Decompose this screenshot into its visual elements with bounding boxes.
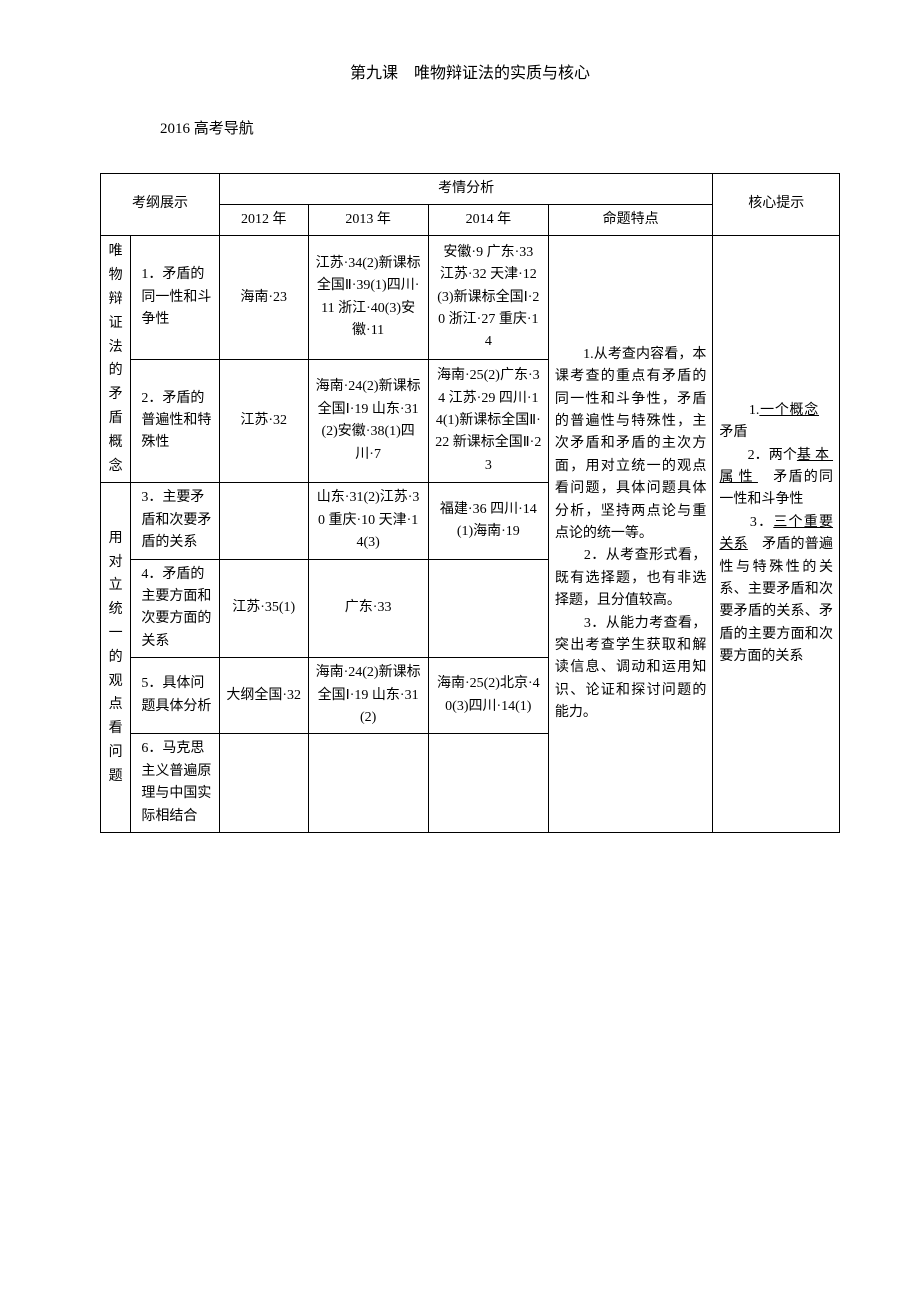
tip-1-pre: 1. xyxy=(719,403,759,418)
topic-cell: 5．具体问题具体分析 xyxy=(131,658,220,734)
cell-2014 xyxy=(428,559,548,658)
cell-2014 xyxy=(428,734,548,833)
subtitle: 2016 高考导航 xyxy=(100,117,840,143)
section-a-label: 唯物辩证法的矛盾概念 xyxy=(101,236,131,483)
cell-2012: 海南·23 xyxy=(219,236,308,359)
topic-cell: 2．矛盾的普遍性和特殊性 xyxy=(131,359,220,482)
exam-table: 考纲展示 考情分析 核心提示 2012 年 2013 年 2014 年 命题特点… xyxy=(100,173,840,833)
cell-2012: 大纲全国·32 xyxy=(219,658,308,734)
section-b-label: 用对立统一的观点看问题 xyxy=(101,483,131,832)
cell-2012 xyxy=(219,734,308,833)
tip-1-underline: 一个概念 xyxy=(759,403,819,418)
features-cell: 1.从考查内容看，本课考查的重点有矛盾的同一性和斗争性，矛盾的普遍性与特殊性，主… xyxy=(548,236,713,832)
page-title: 第九课 唯物辩证法的实质与核心 xyxy=(100,60,840,87)
topic-cell: 3．主要矛盾和次要矛盾的关系 xyxy=(131,483,220,559)
cell-2013: 江苏·34(2)新课标全国Ⅱ·39(1)四川·11 浙江·40(3)安徽·11 xyxy=(308,236,428,359)
header-tips: 核心提示 xyxy=(713,173,840,236)
cell-2013: 海南·24(2)新课标全国Ⅰ·19 山东·31(2) xyxy=(308,658,428,734)
tip-3-post: 矛盾的普遍性与特殊性的关系、主要矛盾和次要矛盾的关系、矛盾的主要方面和次要方面的… xyxy=(719,537,833,664)
cell-2012: 江苏·32 xyxy=(219,359,308,482)
header-2014: 2014 年 xyxy=(428,205,548,236)
header-outline: 考纲展示 xyxy=(101,173,220,236)
tip-3-pre: 3． xyxy=(719,515,773,530)
cell-2013: 广东·33 xyxy=(308,559,428,658)
cell-2013: 山东·31(2)江苏·30 重庆·10 天津·14(3) xyxy=(308,483,428,559)
cell-2014: 海南·25(2)北京·40(3)四川·14(1) xyxy=(428,658,548,734)
cell-2012 xyxy=(219,483,308,559)
topic-cell: 6．马克思主义普遍原理与中国实际相结合 xyxy=(131,734,220,833)
cell-2014: 安徽·9 广东·33 江苏·32 天津·12(3)新课标全国Ⅰ·20 浙江·27… xyxy=(428,236,548,359)
cell-2014: 海南·25(2)广东·34 江苏·29 四川·14(1)新课标全国Ⅱ·22 新课… xyxy=(428,359,548,482)
cell-2013 xyxy=(308,734,428,833)
header-features: 命题特点 xyxy=(548,205,713,236)
tips-cell: 1.一个概念 矛盾 2．两个基本属性 矛盾的同一性和斗争性 3．三个重要关系 矛… xyxy=(713,236,840,832)
header-analysis: 考情分析 xyxy=(219,173,712,204)
cell-2012: 江苏·35(1) xyxy=(219,559,308,658)
cell-2013: 海南·24(2)新课标全国Ⅰ·19 山东·31(2)安徽·38(1)四川·7 xyxy=(308,359,428,482)
tip-2-pre: 2．两个 xyxy=(719,448,797,463)
cell-2014: 福建·36 四川·14(1)海南·19 xyxy=(428,483,548,559)
table-row: 唯物辩证法的矛盾概念 1．矛盾的同一性和斗争性 海南·23 江苏·34(2)新课… xyxy=(101,236,840,359)
header-row-1: 考纲展示 考情分析 核心提示 xyxy=(101,173,840,204)
topic-cell: 4．矛盾的主要方面和次要方面的关系 xyxy=(131,559,220,658)
topic-cell: 1．矛盾的同一性和斗争性 xyxy=(131,236,220,359)
header-2013: 2013 年 xyxy=(308,205,428,236)
header-2012: 2012 年 xyxy=(219,205,308,236)
